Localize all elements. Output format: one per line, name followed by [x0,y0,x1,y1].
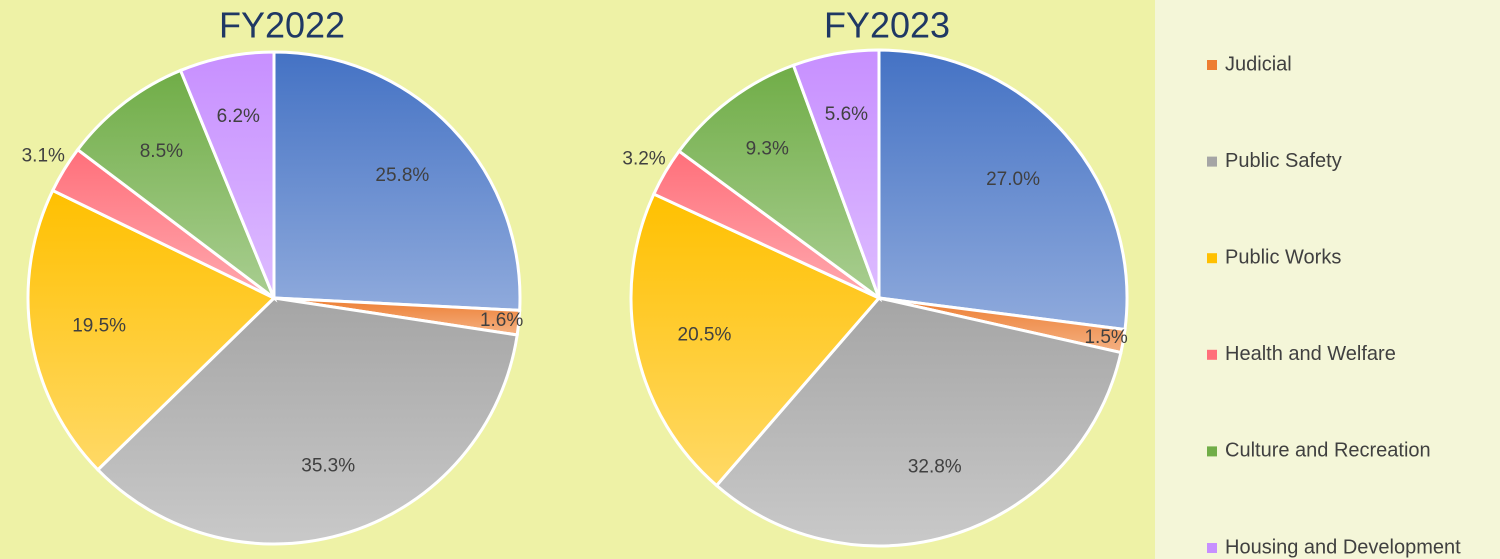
chart-title: FY2022 [219,5,345,46]
pie-slice [877,48,1129,332]
data-label: 5.6% [825,104,868,125]
data-label: 1.5% [1084,327,1127,348]
data-label: 6.2% [217,106,260,127]
data-label: 3.1% [22,146,65,167]
legend-marker [1207,543,1217,553]
data-label: 27.0% [986,169,1040,190]
data-label: 9.3% [746,138,789,159]
data-label: 1.6% [480,310,523,331]
pie-slice [629,192,882,488]
legend-label: Housing and Development [1225,536,1461,558]
legend-label: Culture and Recreation [1225,440,1431,462]
pie-slice [272,50,522,312]
data-label: 35.3% [301,456,355,477]
data-label: 32.8% [908,457,962,478]
legend-marker [1207,60,1217,70]
pie-slice [677,63,883,303]
legend-marker [1207,446,1217,457]
pie-slice [95,296,519,546]
pie-slice [178,50,276,299]
legend-background [1155,0,1500,559]
legend-marker [1207,349,1217,360]
pie-slice [26,188,277,472]
data-label: 19.5% [72,315,126,336]
legend-marker [1207,253,1217,264]
legend-label: Judicial [1225,53,1292,75]
data-label: 3.2% [622,148,665,169]
data-label: 25.8% [375,165,429,186]
pie-slice [791,48,881,299]
legend-label: Public Works [1225,246,1341,268]
legend-label: Health and Welfare [1225,343,1396,365]
legend-label: Public Safety [1225,150,1342,172]
legend-marker [1207,156,1217,167]
pie-slice [714,296,1123,548]
data-label: 20.5% [678,325,732,346]
chart-title: FY2023 [824,5,950,46]
pie-slice [75,68,278,303]
data-label: 8.5% [140,141,183,162]
